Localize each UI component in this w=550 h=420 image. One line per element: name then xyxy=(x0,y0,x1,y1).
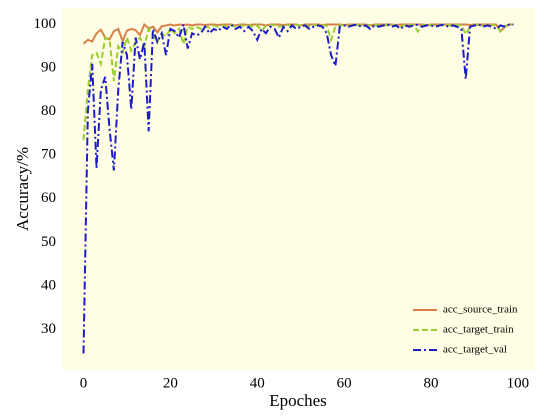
legend-label: acc_target_train xyxy=(443,324,514,336)
y-tick-label: 30 xyxy=(41,321,56,337)
x-tick-label: 20 xyxy=(163,375,178,391)
y-tick-label: 80 xyxy=(41,103,56,119)
y-tick-label: 50 xyxy=(41,234,56,250)
legend-label: acc_target_val xyxy=(443,344,507,356)
x-tick-label: 40 xyxy=(250,375,265,391)
y-tick-label: 40 xyxy=(41,277,56,293)
y-tick-label: 100 xyxy=(34,16,57,32)
legend-label: acc_source_train xyxy=(443,304,518,316)
x-tick-label: 0 xyxy=(80,375,88,391)
legend-box xyxy=(409,296,531,364)
x-axis-label: Epoches xyxy=(269,391,327,410)
series-line xyxy=(82,23,514,354)
y-tick-label: 70 xyxy=(41,147,56,163)
x-tick-label: 100 xyxy=(507,375,530,391)
x-tick-label: 60 xyxy=(337,375,352,391)
y-axis-label: Accuracy/% xyxy=(13,147,32,231)
x-tick-label: 80 xyxy=(423,375,438,391)
y-tick-label: 60 xyxy=(41,190,56,206)
y-tick-label: 90 xyxy=(41,60,56,76)
